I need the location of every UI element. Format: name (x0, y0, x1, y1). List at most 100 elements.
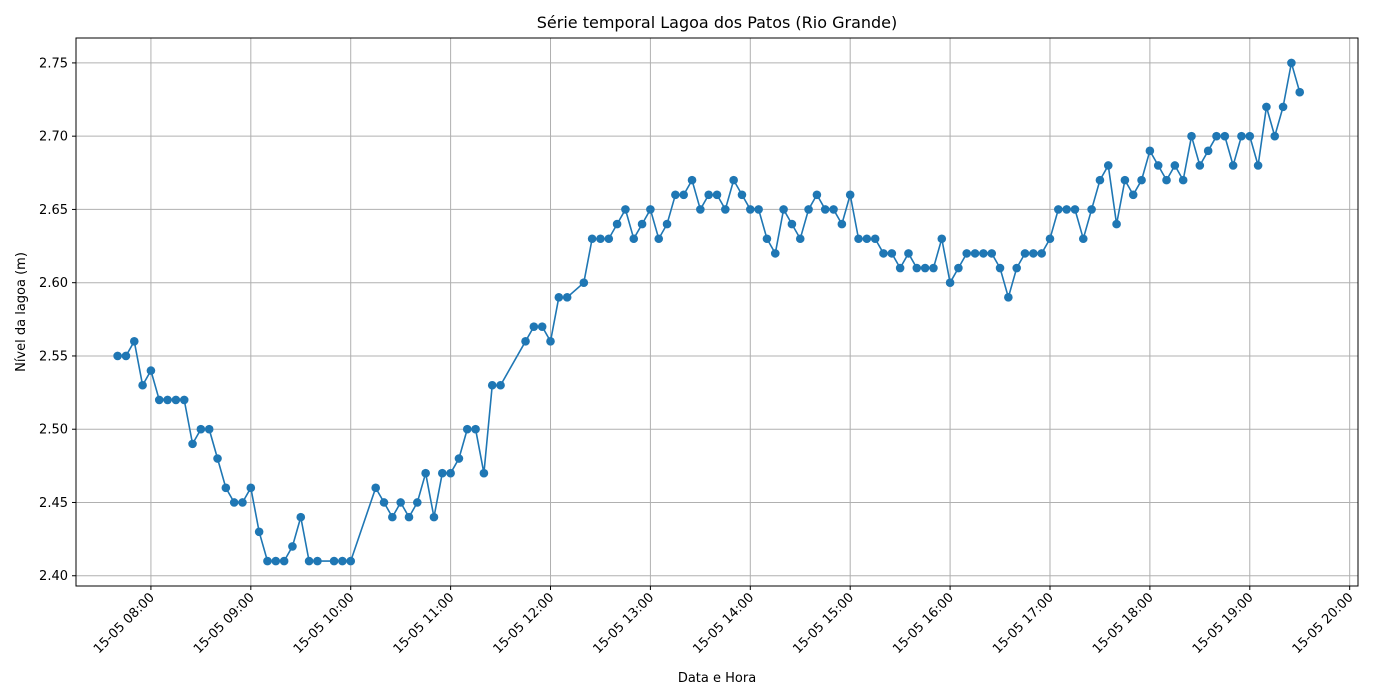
y-tick-label: 2.40 (39, 569, 68, 584)
y-tick-label: 2.60 (39, 276, 68, 291)
x-tick-label: 15-05 09:00 (191, 590, 258, 657)
data-point (579, 278, 589, 288)
data-point (462, 424, 472, 434)
data-point (879, 249, 888, 258)
data-point (546, 337, 555, 346)
y-tick-label: 2.50 (39, 423, 68, 438)
y-axis-label: Nível da lagoa (m) (14, 252, 29, 372)
data-point (912, 263, 922, 273)
data-point (970, 249, 980, 258)
data-point (954, 263, 963, 273)
data-point (904, 249, 913, 258)
data-point (479, 468, 489, 478)
data-point (920, 263, 930, 273)
data-point (1054, 205, 1063, 214)
data-point (979, 249, 988, 258)
data-point (296, 512, 306, 522)
data-point (1137, 175, 1146, 185)
data-point (779, 205, 788, 214)
y-tick-label: 2.75 (39, 56, 68, 71)
x-tick-label: 15-05 10:00 (291, 590, 358, 657)
data-point (338, 556, 347, 566)
data-point (429, 512, 439, 522)
data-point (929, 263, 938, 273)
data-point (413, 498, 422, 507)
x-tick-label: 15-05 12:00 (491, 590, 558, 657)
y-tick-label: 2.45 (39, 496, 68, 511)
x-tick-label: 15-05 19:00 (1190, 590, 1257, 657)
data-point (213, 454, 222, 463)
y-tick-label: 2.70 (39, 130, 68, 145)
data-point (1195, 161, 1205, 170)
data-point (887, 249, 897, 258)
data-point (196, 424, 206, 434)
data-point (1103, 161, 1113, 170)
data-point (1029, 249, 1038, 258)
data-point (687, 175, 697, 185)
data-point (1262, 102, 1271, 112)
chart-title: Série temporal Lagoa dos Patos (Rio Gran… (537, 13, 898, 32)
data-point (995, 263, 1005, 273)
x-tick-label: 15-05 14:00 (690, 590, 757, 657)
data-point (146, 366, 156, 375)
data-point (1062, 205, 1071, 214)
data-point (1245, 131, 1255, 141)
data-point (712, 190, 722, 200)
data-point (854, 234, 863, 244)
data-point (304, 556, 314, 566)
data-point (1037, 249, 1046, 258)
data-point (1162, 175, 1171, 185)
data-point (654, 234, 664, 244)
data-point (288, 542, 297, 551)
data-point (388, 512, 397, 522)
data-point (646, 205, 655, 214)
data-point (279, 556, 289, 566)
data-point (263, 556, 272, 566)
data-point (895, 263, 905, 273)
data-point (629, 234, 639, 244)
data-point (221, 483, 231, 493)
data-point (862, 234, 872, 244)
data-point (404, 512, 414, 522)
data-point (1278, 102, 1288, 112)
data-point (329, 556, 339, 566)
data-point (612, 219, 622, 229)
data-point (596, 234, 605, 244)
data-point (804, 205, 813, 214)
tick-layer: 2.40 2.45 2.50 2.55 2.60 2.65 2.70 2.75 15-05 08… (39, 56, 1356, 657)
data-point (1128, 190, 1138, 200)
data-point (1078, 234, 1088, 244)
data-point (1095, 175, 1105, 185)
data-point (945, 278, 955, 288)
data-point (204, 424, 214, 434)
data-point (471, 424, 480, 434)
data-point (437, 468, 447, 478)
data-point (1287, 58, 1296, 68)
data-point (179, 395, 189, 405)
data-point (154, 395, 164, 405)
data-point (421, 468, 430, 478)
data-point (454, 454, 464, 463)
data-point (1237, 131, 1246, 141)
data-point (537, 322, 547, 331)
x-axis-label: Data e Hora (678, 671, 756, 686)
data-point (587, 234, 597, 244)
x-tick-label: 15-05 20:00 (1290, 590, 1357, 657)
data-point (837, 219, 847, 229)
data-point (1112, 219, 1121, 229)
data-point (446, 468, 455, 478)
series-line (117, 62, 1301, 562)
data-point (529, 322, 539, 331)
x-tick-label: 15-05 08:00 (91, 590, 158, 657)
data-point (787, 219, 797, 229)
grid (76, 38, 1358, 586)
data-point (254, 527, 264, 537)
data-point (870, 234, 880, 244)
data-point (1145, 146, 1155, 156)
data-point (1295, 87, 1305, 97)
data-point (238, 498, 247, 507)
data-point (129, 337, 139, 346)
data-point (845, 190, 855, 200)
data-point (1253, 161, 1263, 170)
